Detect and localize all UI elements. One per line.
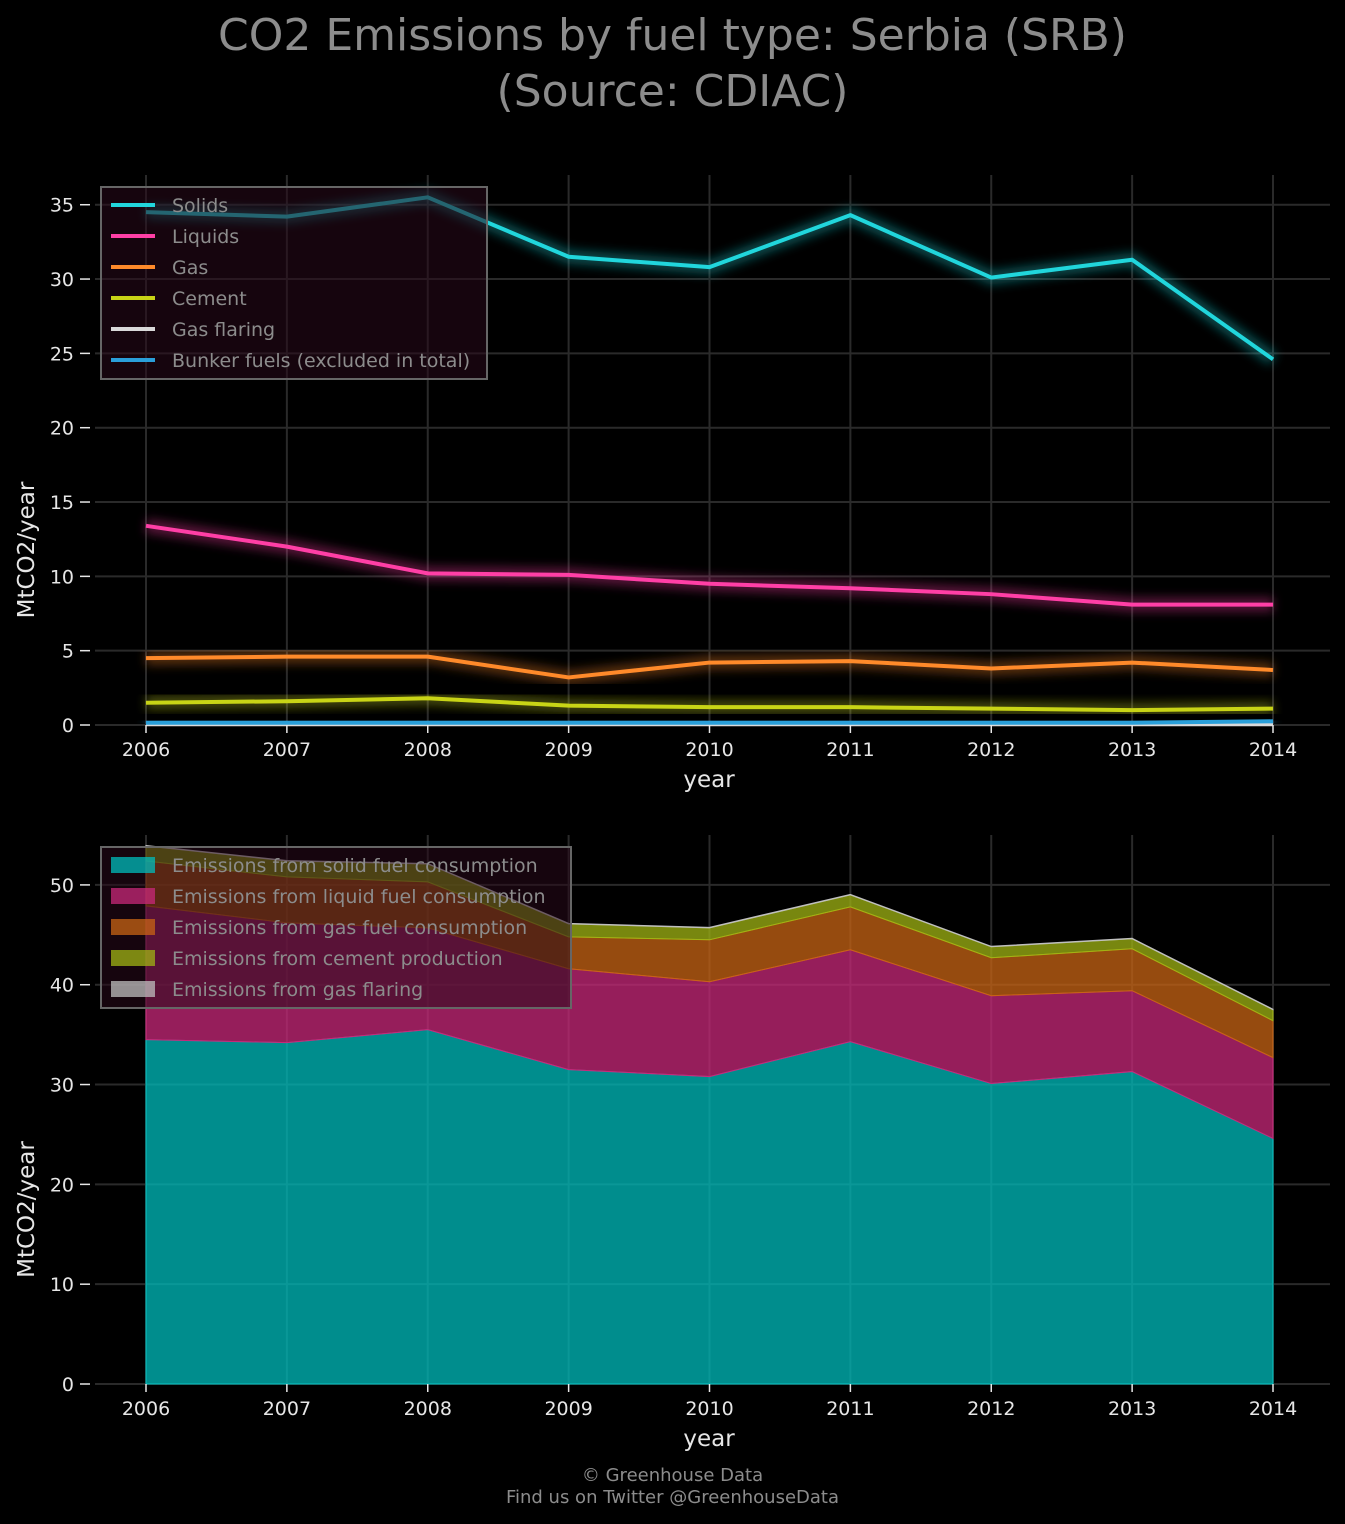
legend-item-bunker-fuels-excluded-in-total: Bunker fuels (excluded in total) (111, 350, 470, 372)
y-tick-label: 10 (50, 566, 74, 588)
x-tick-label: 2010 (685, 739, 733, 761)
legend-label: Gas (172, 257, 208, 279)
series-line (146, 719, 1274, 725)
x-tick-label: 2013 (1108, 1398, 1156, 1420)
series-bunker-fuels-excluded-in-total (146, 714, 1274, 730)
legend-item-emissions-from-gas-flaring: Emissions from gas flaring (111, 979, 423, 1001)
y-tick-label: 40 (50, 975, 74, 997)
y-tick-label: 0 (62, 715, 74, 737)
legend-swatch (111, 857, 155, 873)
legend-label: Emissions from gas fuel consumption (172, 917, 527, 939)
legend: Emissions from solid fuel consumption Emi… (100, 846, 572, 1009)
x-tick-label: 2011 (826, 739, 874, 761)
x-tick-label: 2007 (263, 1398, 311, 1420)
chart-title: CO2 Emissions by fuel type: Serbia (SRB)… (0, 8, 1345, 120)
legend-box (100, 186, 488, 380)
x-tick-label: 2009 (544, 739, 592, 761)
y-tick-label: 20 (50, 1174, 74, 1196)
y-tick-label: 5 (62, 641, 74, 663)
x-tick-label: 2012 (967, 1398, 1015, 1420)
chart-title-line-2: (Source: CDIAC) (496, 66, 849, 117)
legend-swatch (111, 981, 155, 997)
legend-item-emissions-from-cement-production: Emissions from cement production (111, 948, 503, 970)
x-tick-label: 2013 (1108, 739, 1156, 761)
x-tick-label: 2014 (1249, 739, 1297, 761)
x-tick-label: 2011 (826, 1398, 874, 1420)
legend-label: Bunker fuels (excluded in total) (172, 350, 470, 372)
x-axis-label: year (683, 1426, 735, 1452)
legend-swatch (111, 919, 155, 935)
x-tick-label: 2014 (1249, 1398, 1297, 1420)
legend-item-emissions-from-solid-fuel-consumption: Emissions from solid fuel consumption (111, 855, 538, 877)
legend: Solids Liquids Gas Cement Gas flaring Bunker … (100, 186, 488, 380)
x-tick-label: 2008 (404, 739, 452, 761)
legend-item-cement: Cement (111, 288, 247, 310)
y-tick-label: 0 (62, 1374, 74, 1396)
legend-item-solids: Solids (111, 195, 228, 217)
legend-label: Gas flaring (172, 319, 275, 341)
y-tick-label: 25 (50, 343, 74, 365)
y-axis-label: MtCO2/year (14, 481, 40, 618)
y-tick-label: 35 (50, 195, 74, 217)
legend-label: Emissions from liquid fuel consumption (172, 886, 546, 908)
legend-label: Emissions from gas flaring (172, 979, 423, 1001)
legend-item-emissions-from-liquid-fuel-consumption: Emissions from liquid fuel consumption (111, 886, 546, 908)
footer-copyright: © Greenhouse Data (581, 1465, 764, 1486)
area-emissions-from-solid-fuel-consumption (145, 1029, 1274, 1385)
y-tick-label: 15 (50, 492, 74, 514)
line-chart-panel: 0 5 10 15 20 25 30 35 2006 2007 2008 2009 2010 2011 20… (14, 175, 1330, 793)
x-tick-label: 2010 (685, 1398, 733, 1420)
series-gas (145, 649, 1274, 685)
series-liquids (144, 518, 1273, 612)
legend-label: Emissions from cement production (172, 948, 503, 970)
x-tick-label: 2009 (544, 1398, 592, 1420)
legend-item-liquids: Liquids (111, 226, 239, 248)
x-tick-label: 2006 (122, 739, 170, 761)
series-cement (145, 691, 1274, 718)
y-tick-label: 10 (50, 1274, 74, 1296)
y-tick-label: 30 (50, 269, 74, 291)
x-axis-label: year (683, 767, 735, 793)
x-tick-label: 2007 (263, 739, 311, 761)
series-line (145, 696, 1274, 713)
legend-label: Solids (172, 195, 228, 217)
legend-label: Liquids (172, 226, 239, 248)
y-tick-label: 50 (50, 875, 74, 897)
series-line (145, 654, 1274, 680)
x-tick-label: 2008 (404, 1398, 452, 1420)
x-tick-label: 2012 (967, 739, 1015, 761)
legend-label: Cement (172, 288, 247, 310)
series-line (145, 523, 1273, 607)
y-tick-label: 20 (50, 418, 74, 440)
legend-item-gas: Gas (111, 257, 208, 279)
legend-item-gas-flaring: Gas flaring (111, 319, 275, 341)
y-tick-label: 30 (50, 1075, 74, 1097)
legend-swatch (111, 950, 155, 966)
y-axis-label: MtCO2/year (14, 1141, 40, 1278)
legend-swatch (111, 888, 155, 904)
legend-item-emissions-from-gas-fuel-consumption: Emissions from gas fuel consumption (111, 917, 527, 939)
chart-title-line-1: CO2 Emissions by fuel type: Serbia (SRB) (218, 10, 1127, 61)
stacked-area-chart-panel: 0 10 20 30 40 50 2006 2007 2008 2009 2010 2011 2012 2… (14, 835, 1330, 1452)
x-tick-label: 2006 (122, 1398, 170, 1420)
legend-box (100, 846, 572, 1009)
footer-twitter: Find us on Twitter @GreenhouseData (505, 1487, 840, 1508)
legend-label: Emissions from solid fuel consumption (172, 855, 538, 877)
